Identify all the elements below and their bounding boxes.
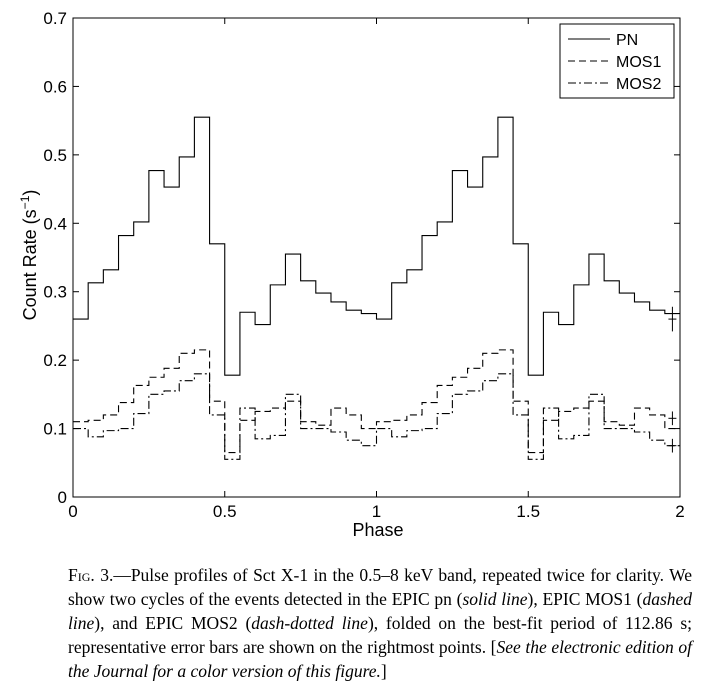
series-line-mos2 (73, 373, 680, 460)
pulse-profile-chart: 0 0.5 1 1.5 2 0 0.1 0.2 0.3 0.4 0.5 0.6 0.7 Phase Co… (18, 9, 685, 540)
error-bar-mos1 (668, 411, 677, 426)
legend-label-mos2: MOS2 (616, 76, 661, 93)
x-tick-label: 0.5 (213, 502, 237, 521)
x-tick-label: 1 (372, 502, 381, 521)
y-tick-label: 0.1 (43, 420, 67, 439)
y-tick-label: 0.4 (43, 214, 67, 233)
y-tick-label: 0.5 (43, 146, 67, 165)
y-tick-label: 0.3 (43, 283, 67, 302)
y-tick-label: 0 (58, 488, 67, 507)
caption-italic-text: solid line (462, 589, 528, 609)
figure-label: Fig. 3. (68, 565, 114, 585)
series-line-mos1 (73, 349, 680, 454)
x-axis-label: Phase (352, 520, 403, 540)
y-axis-label-close: ) (20, 190, 40, 196)
y-axis-label: Count Rate (s−1) (18, 190, 40, 321)
series-line-pn (73, 116, 680, 376)
y-tick-label: 0.6 (43, 77, 67, 96)
x-tick-label: 2 (675, 502, 684, 521)
caption-text: ), folded on the best-fit period of 112.… (68, 613, 692, 657)
x-tick-label: 1.5 (516, 502, 540, 521)
caption-italic-text: dash-dotted line (251, 613, 368, 633)
error-bar-pn (668, 306, 677, 332)
y-axis-label-main: Count Rate (s (20, 209, 40, 320)
caption-italic-text: dashed line (68, 589, 693, 633)
y-tick-label: 0.2 (43, 351, 67, 370)
caption-body: —Pulse profiles of Sct X-1 in the 0.5–8 … (68, 565, 692, 681)
caption-italic-text: See the electronic edition of the Journa… (68, 637, 692, 681)
y-axis-label-unit: −1 (18, 195, 32, 209)
caption-text: ), EPIC MOS1 ( (527, 589, 643, 609)
caption-text: —Pulse profiles of Sct X-1 in the 0.5–8 … (68, 565, 692, 609)
caption-text: ] (380, 661, 387, 681)
error-bar-mos2 (668, 438, 677, 453)
x-tick-label: 0 (68, 502, 77, 521)
legend-label-pn: PN (616, 32, 638, 49)
caption-text: ), and EPIC MOS2 ( (94, 613, 252, 633)
y-tick-label: 0.7 (43, 9, 67, 28)
legend: PN MOS1 MOS2 (559, 23, 675, 99)
figure-caption: Fig. 3.—Pulse profiles of Sct X-1 in the… (68, 563, 692, 683)
legend-label-mos1: MOS1 (616, 54, 661, 71)
